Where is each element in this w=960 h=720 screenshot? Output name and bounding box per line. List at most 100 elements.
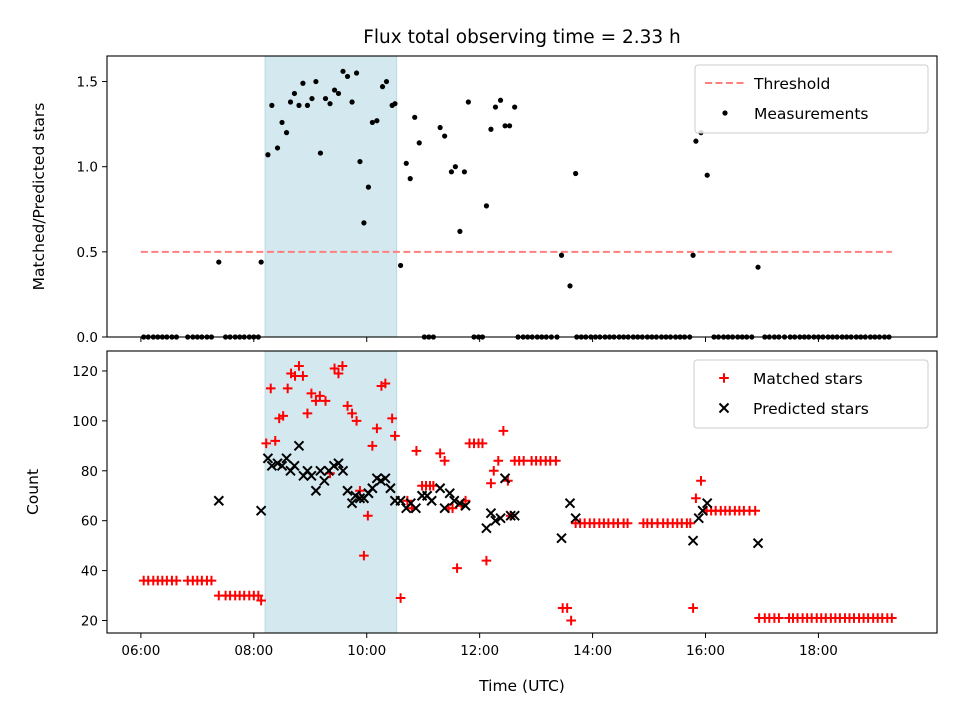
data-point — [506, 123, 513, 129]
data-point — [564, 498, 576, 509]
data-point — [693, 512, 704, 524]
data-point — [171, 575, 182, 586]
data-point — [359, 550, 369, 561]
data-point — [346, 498, 358, 509]
data-point — [206, 575, 217, 586]
data-point — [435, 448, 445, 459]
data-point — [387, 413, 397, 424]
bottom-panel: 20 40 60 80 100 120 06:00 08:00 10:00 12:00 14:00 1… — [24, 350, 938, 659]
data-point — [216, 259, 222, 265]
data-point — [331, 87, 338, 93]
data-point — [442, 133, 448, 139]
data-point — [452, 563, 462, 573]
legend-marker — [722, 110, 728, 116]
y-tick-label: 0.5 — [77, 245, 98, 261]
data-point — [335, 90, 342, 97]
data-point — [329, 363, 340, 374]
data-point — [365, 184, 372, 190]
x-tick-label: 18:00 — [799, 643, 838, 659]
data-point — [256, 595, 266, 606]
data-point — [337, 361, 348, 371]
data-point — [437, 124, 443, 131]
data-point — [505, 510, 516, 521]
data-point — [340, 68, 346, 74]
data-point — [485, 508, 497, 519]
data-point — [319, 475, 330, 486]
data-point — [498, 426, 509, 436]
data-point — [444, 488, 455, 499]
data-point — [696, 475, 706, 486]
y-tick-label: 80 — [81, 464, 98, 480]
data-point — [213, 495, 225, 506]
data-point — [562, 603, 572, 613]
data-point — [465, 99, 471, 105]
data-point — [354, 493, 366, 504]
data-point — [380, 378, 391, 389]
data-point — [279, 119, 285, 126]
data-point — [291, 90, 298, 97]
data-point — [298, 371, 308, 381]
data-point — [685, 518, 696, 528]
axes-frame — [106, 55, 938, 338]
legend-box — [694, 64, 929, 134]
data-point — [255, 505, 267, 516]
data-point — [270, 436, 281, 446]
data-point — [551, 456, 561, 466]
y-axis-label: Count — [24, 469, 42, 515]
data-point — [887, 613, 897, 623]
data-point — [439, 503, 450, 514]
data-point — [701, 498, 713, 509]
legend-label: Predicted stars — [753, 400, 869, 418]
data-point — [392, 101, 398, 107]
legend: Threshold Measurements — [694, 64, 929, 134]
data-point — [306, 388, 317, 399]
data-point — [556, 532, 567, 544]
data-point — [426, 495, 437, 506]
data-point — [687, 535, 699, 546]
y-axis-label: Matched/Predicted stars — [30, 103, 48, 291]
data-point — [499, 473, 511, 484]
data-point — [460, 500, 471, 511]
data-point — [509, 510, 520, 521]
data-point — [342, 485, 353, 496]
data-point — [483, 203, 490, 209]
data-point — [342, 401, 353, 411]
data-point — [486, 478, 496, 489]
data-point — [411, 446, 422, 456]
data-point — [258, 259, 264, 265]
data-point — [449, 495, 460, 506]
data-point — [691, 493, 701, 504]
y-tick-label: 100 — [72, 414, 98, 430]
data-point — [283, 130, 290, 136]
data-point — [287, 99, 294, 105]
data-point — [395, 593, 406, 603]
legend-label: Matched stars — [753, 370, 863, 388]
data-point — [383, 78, 390, 85]
data-point — [304, 102, 311, 108]
data-point — [344, 73, 351, 80]
data-point — [351, 416, 362, 426]
data-point — [294, 361, 304, 371]
data-point — [690, 252, 696, 258]
y-tick-label: 0.0 — [77, 330, 98, 346]
data-point — [448, 169, 455, 175]
x-tick-label: 16:00 — [686, 643, 725, 659]
legend-marker — [718, 402, 730, 414]
data-point — [357, 158, 363, 165]
data-point — [454, 498, 466, 509]
chart-title: Flux total observing time = 2.33 h — [363, 27, 681, 48]
data-point — [311, 396, 321, 406]
data-point — [293, 440, 305, 452]
data-point — [380, 473, 391, 484]
data-point — [353, 70, 360, 76]
data-point — [289, 460, 300, 472]
data-point — [278, 411, 288, 421]
data-point — [477, 438, 488, 449]
data-point — [493, 456, 504, 466]
top-panel: 0.0 0.5 1.0 1.5 Matched/Predicted stars Thres… — [30, 55, 938, 346]
data-point — [488, 126, 494, 132]
data-point — [481, 555, 492, 566]
data-point — [372, 423, 382, 434]
data-point — [282, 383, 293, 394]
data-point — [265, 383, 276, 394]
